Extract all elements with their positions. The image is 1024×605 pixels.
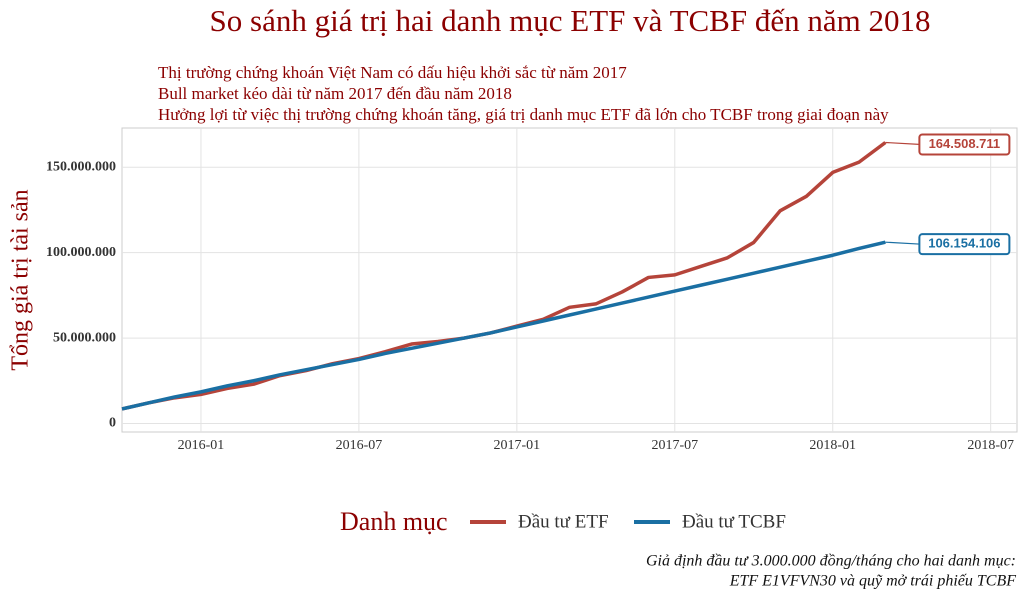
x-tick-label: 2016-01 bbox=[178, 438, 225, 453]
subtitle: Hưởng lợi từ việc thị trường chứng khoán… bbox=[158, 105, 889, 124]
label-connector bbox=[885, 141, 922, 146]
caption: ETF E1VFVN30 và quỹ mở trái phiếu TCBF bbox=[729, 573, 1017, 590]
x-tick-label: 2018-01 bbox=[809, 438, 856, 453]
line-series bbox=[121, 141, 887, 411]
plot-panel bbox=[121, 127, 1018, 433]
end-label: 106.154.106 bbox=[928, 236, 1000, 251]
legend-label: Đầu tư TCBF bbox=[682, 511, 786, 532]
end-label: 164.508.711 bbox=[929, 136, 1001, 151]
end-label-box bbox=[918, 233, 1011, 256]
caption: Giả định đầu tư 3.000.000 đồng/tháng cho… bbox=[646, 553, 1016, 570]
legend-title: Danh mục bbox=[340, 507, 448, 536]
y-axis-label: Tổng giá trị tài sản bbox=[8, 189, 34, 370]
y-tick-label: 50.000.000 bbox=[53, 330, 116, 345]
x-tick-label: 2017-01 bbox=[494, 438, 541, 453]
y-tick-label: 0 bbox=[109, 416, 116, 431]
x-tick-label: 2016-07 bbox=[336, 438, 383, 453]
label-connector bbox=[885, 241, 922, 245]
chart-title: So sánh giá trị hai danh mục ETF và TCBF… bbox=[210, 3, 931, 38]
subtitle: Bull market kéo dài từ năm 2017 đến đầu … bbox=[158, 84, 512, 103]
y-tick-label: 150.000.000 bbox=[46, 159, 116, 174]
subtitle: Thị trường chứng khoán Việt Nam có dấu h… bbox=[158, 63, 627, 82]
x-tick-label: 2017-07 bbox=[651, 438, 698, 453]
legend-label: Đầu tư ETF bbox=[518, 511, 609, 532]
y-tick-label: 100.000.000 bbox=[46, 245, 116, 260]
x-tick-label: 2018-07 bbox=[967, 438, 1014, 453]
end-label-box bbox=[918, 133, 1011, 156]
line-series bbox=[121, 240, 886, 411]
